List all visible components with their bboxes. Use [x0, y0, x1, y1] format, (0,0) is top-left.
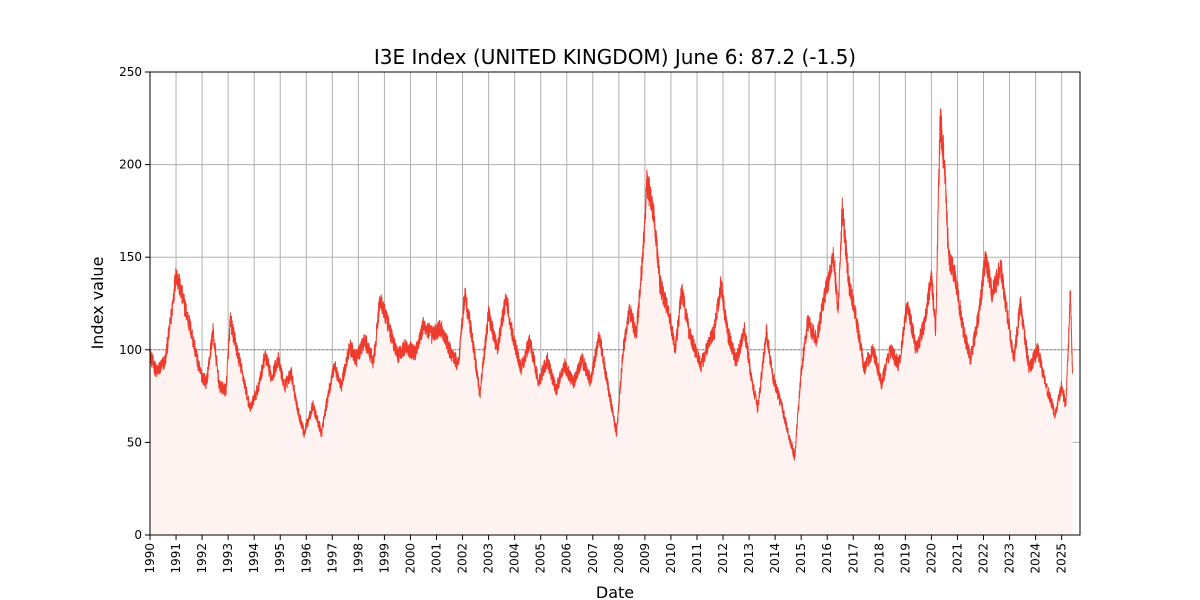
- y-tick-label: 0: [134, 528, 142, 542]
- x-tick-label: 2015: [794, 543, 808, 574]
- x-tick-label: 2005: [534, 543, 548, 574]
- x-tick-label: 1992: [195, 543, 209, 574]
- y-tick-label: 100: [119, 343, 142, 357]
- series-line: [149, 108, 1073, 461]
- x-tick-label: 2020: [924, 543, 938, 574]
- x-tick-label: 2007: [586, 543, 600, 574]
- chart-title: I3E Index (UNITED KINGDOM) June 6: 87.2 …: [374, 45, 856, 69]
- x-tick-label: 2016: [820, 543, 834, 574]
- x-tick-label: 2019: [898, 543, 912, 574]
- y-tick-label: 250: [119, 65, 142, 79]
- x-tick-label: 1993: [221, 543, 235, 574]
- x-tick-label: 2003: [482, 543, 496, 574]
- x-tick-label: 2017: [846, 543, 860, 574]
- x-tick-label: 2001: [430, 543, 444, 574]
- x-tick-label: 2021: [950, 543, 964, 574]
- plot-frame: [149, 71, 1081, 536]
- x-tick-label: 2010: [664, 543, 678, 574]
- x-tick-label: 2023: [1003, 543, 1017, 574]
- x-tick-label: 2000: [403, 543, 417, 574]
- x-tick-label: 2018: [872, 543, 886, 574]
- x-tick-label: 1991: [169, 543, 183, 574]
- y-axis-label: Index value: [88, 257, 107, 350]
- x-tick-label: 2002: [456, 543, 470, 574]
- x-tick-label: 1990: [143, 543, 157, 574]
- x-tick-label: 2013: [742, 543, 756, 574]
- x-tick-label: 2009: [638, 543, 652, 574]
- y-tick-label: 200: [119, 158, 142, 172]
- x-tick-label: 2008: [612, 543, 626, 574]
- x-tick-label: 1999: [377, 543, 391, 574]
- x-tick-label: 1996: [299, 543, 313, 574]
- y-tick-label: 150: [119, 250, 142, 264]
- x-tick-label: 2014: [768, 543, 782, 574]
- plot-border: [149, 71, 1081, 536]
- x-tick-label: 2004: [508, 543, 522, 574]
- x-tick-label: 2022: [976, 543, 990, 574]
- x-axis-ticks: 1990 1991 1992 1993 1994 1995 1996 1997 1998 1999…: [143, 535, 1069, 574]
- x-axis-label: Date: [596, 583, 634, 600]
- y-tick-label: 50: [127, 435, 142, 449]
- x-tick-label: 1997: [325, 543, 339, 574]
- x-tick-label: 2025: [1055, 543, 1069, 574]
- x-tick-label: 2024: [1029, 543, 1043, 574]
- x-tick-label: 2006: [560, 543, 574, 574]
- x-tick-label: 2011: [690, 543, 704, 574]
- y-axis-ticks: 0 50 100 150 200 250: [119, 65, 150, 542]
- x-tick-label: 1995: [273, 543, 287, 574]
- series-area: [150, 109, 1073, 535]
- x-tick-label: 1994: [247, 543, 261, 574]
- x-tick-label: 2012: [716, 543, 730, 574]
- x-tick-label: 1998: [351, 543, 365, 574]
- series: [149, 108, 1073, 535]
